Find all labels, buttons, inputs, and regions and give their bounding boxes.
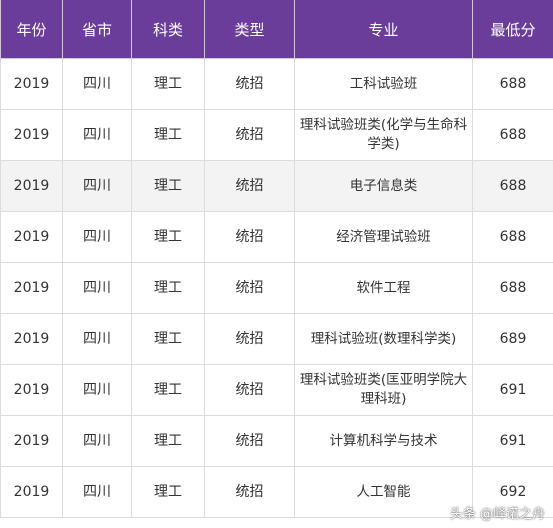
min-score-cell: 688 [472,58,553,110]
table-header: 年份 省市 科类 类型 专业 最低分 [0,0,553,59]
province-cell: 四川 [62,364,132,416]
year-cell: 2019 [0,262,63,314]
major-cell: 计算机科学与技术 [294,415,473,467]
header-province: 省市 [62,0,132,59]
subject-cell: 理工 [131,262,205,314]
table-row: 2019 四川 理工 统招 理科试验班(数理科学类) 689 [0,313,553,365]
year-cell: 2019 [0,364,63,416]
subject-cell: 理工 [131,109,205,161]
year-cell: 2019 [0,211,63,263]
table-row: 2019 四川 理工 统招 经济管理试验班 688 [0,211,553,263]
min-score-cell: 688 [472,109,553,161]
type-cell: 统招 [204,364,295,416]
major-cell: 工科试验班 [294,58,473,110]
year-cell: 2019 [0,415,63,467]
type-cell: 统招 [204,211,295,263]
major-cell: 理科试验班(数理科学类) [294,313,473,365]
subject-cell: 理工 [131,160,205,212]
type-cell: 统招 [204,109,295,161]
min-score-cell: 688 [472,211,553,263]
year-cell: 2019 [0,160,63,212]
table-row: 2019 四川 理工 统招 计算机科学与技术 691 [0,415,553,467]
min-score-cell: 688 [472,262,553,314]
header-min-score: 最低分 [472,0,553,59]
major-cell: 经济管理试验班 [294,211,473,263]
province-cell: 四川 [62,415,132,467]
subject-cell: 理工 [131,364,205,416]
min-score-cell: 691 [472,415,553,467]
table-body: 2019 四川 理工 统招 工科试验班 688 2019 四川 理工 统招 理科… [0,58,553,518]
header-major: 专业 [294,0,473,59]
subject-cell: 理工 [131,466,205,518]
subject-cell: 理工 [131,211,205,263]
watermark: 头条 @峄诺之舟 [449,507,545,522]
type-cell: 统招 [204,466,295,518]
year-cell: 2019 [0,466,63,518]
major-cell: 人工智能 [294,466,473,518]
table-row: 2019 四川 理工 统招 工科试验班 688 [0,58,553,110]
province-cell: 四川 [62,466,132,518]
province-cell: 四川 [62,160,132,212]
year-cell: 2019 [0,58,63,110]
major-cell: 理科试验班类(匡亚明学院大理科班) [294,364,473,416]
min-score-cell: 691 [472,364,553,416]
min-score-cell: 689 [472,313,553,365]
type-cell: 统招 [204,415,295,467]
header-year: 年份 [0,0,63,59]
table-row: 2019 四川 理工 统招 理科试验班类(化学与生命科学类) 688 [0,109,553,161]
province-cell: 四川 [62,262,132,314]
province-cell: 四川 [62,58,132,110]
major-cell: 理科试验班类(化学与生命科学类) [294,109,473,161]
major-cell: 软件工程 [294,262,473,314]
type-cell: 统招 [204,160,295,212]
major-cell: 电子信息类 [294,160,473,212]
subject-cell: 理工 [131,313,205,365]
header-row: 年份 省市 科类 类型 专业 最低分 [0,0,553,59]
table-row: 2019 四川 理工 统招 人工智能 692 [0,466,553,518]
header-subject: 科类 [131,0,205,59]
table-row: 2019 四川 理工 统招 理科试验班类(匡亚明学院大理科班) 691 [0,364,553,416]
type-cell: 统招 [204,313,295,365]
table-row: 2019 四川 理工 统招 电子信息类 688 [0,160,553,212]
min-score-cell: 688 [472,160,553,212]
province-cell: 四川 [62,109,132,161]
subject-cell: 理工 [131,415,205,467]
type-cell: 统招 [204,262,295,314]
province-cell: 四川 [62,211,132,263]
province-cell: 四川 [62,313,132,365]
subject-cell: 理工 [131,58,205,110]
table-row: 2019 四川 理工 统招 软件工程 688 [0,262,553,314]
year-cell: 2019 [0,313,63,365]
year-cell: 2019 [0,109,63,161]
header-type: 类型 [204,0,295,59]
type-cell: 统招 [204,58,295,110]
